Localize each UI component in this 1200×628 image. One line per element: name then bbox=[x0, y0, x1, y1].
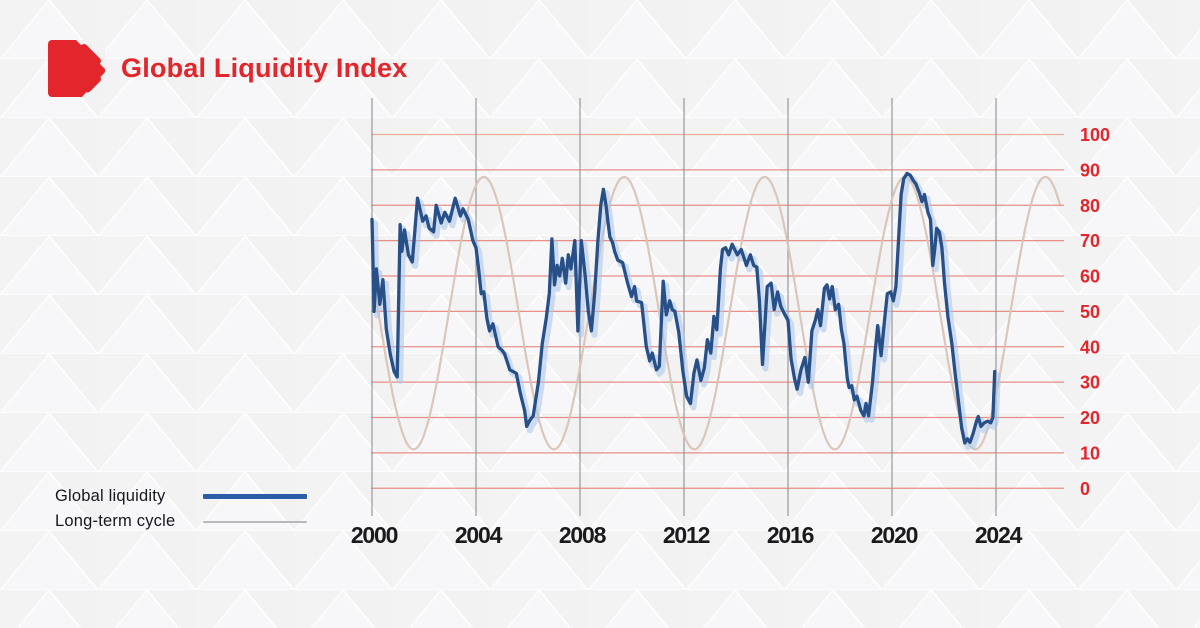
y-axis-label-100: 100 bbox=[1080, 125, 1110, 145]
legend-line-cycle-swatch bbox=[203, 520, 307, 523]
x-axis-label-2020: 2020 bbox=[871, 522, 918, 548]
chart-legend: Global liquidity Long-term cycle bbox=[55, 484, 307, 534]
legend-label-liquidity: Global liquidity bbox=[55, 487, 166, 505]
legend-row-liquidity: Global liquidity bbox=[55, 484, 307, 509]
y-axis-label-0: 0 bbox=[1080, 479, 1090, 499]
y-axis-label-30: 30 bbox=[1080, 373, 1100, 393]
x-axis-label-2016: 2016 bbox=[767, 522, 814, 548]
x-axis-label-2012: 2012 bbox=[663, 522, 710, 548]
y-axis-label-40: 40 bbox=[1080, 337, 1100, 357]
x-axis-label-2008: 2008 bbox=[559, 522, 607, 548]
cycle-line bbox=[370, 175, 1062, 451]
liquidity-line-halo bbox=[372, 174, 1001, 450]
legend-line-liquidity-swatch bbox=[203, 494, 307, 499]
header: Global Liquidity Index bbox=[48, 40, 407, 97]
y-axis-label-90: 90 bbox=[1080, 160, 1100, 180]
page-title: Global Liquidity Index bbox=[121, 53, 408, 83]
legend-label-cycle: Long-term cycle bbox=[55, 512, 176, 530]
x-axis-label-2004: 2004 bbox=[455, 522, 503, 548]
x-axis-label-2000: 2000 bbox=[351, 522, 398, 548]
y-axis-label-60: 60 bbox=[1080, 267, 1100, 287]
y-axis-label-20: 20 bbox=[1080, 408, 1100, 428]
brand-logo-icon bbox=[48, 40, 105, 97]
x-axis-label-2024: 2024 bbox=[975, 522, 1023, 548]
y-axis-label-80: 80 bbox=[1080, 196, 1100, 216]
y-axis-label-10: 10 bbox=[1080, 443, 1100, 463]
y-axis-label-70: 70 bbox=[1080, 231, 1100, 251]
y-axis-label-50: 50 bbox=[1080, 302, 1100, 322]
liquidity-line bbox=[370, 171, 997, 445]
legend-row-cycle: Long-term cycle bbox=[55, 509, 307, 534]
